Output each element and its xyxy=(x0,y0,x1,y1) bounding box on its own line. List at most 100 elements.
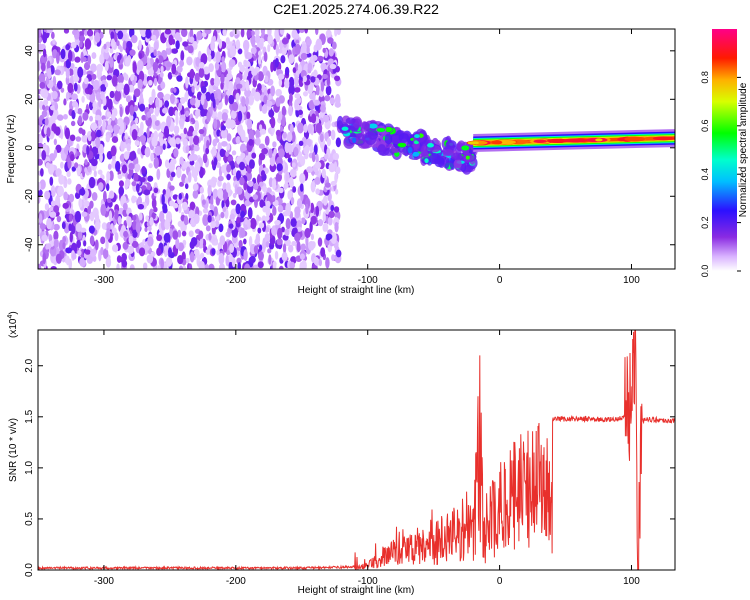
spectrogram-xtick-label: -200 xyxy=(226,275,246,286)
spectrogram-xtick-label: 100 xyxy=(623,275,640,286)
heatmap-cell xyxy=(315,29,319,36)
heatmap-cell xyxy=(264,135,270,146)
heatmap-cell xyxy=(251,68,258,76)
heatmap-cell xyxy=(194,161,200,173)
heatmap-cell xyxy=(43,99,49,106)
heatmap-cell xyxy=(221,112,228,122)
heatmap-cell xyxy=(324,153,329,160)
heatmap-cell xyxy=(220,211,225,219)
heatmap-cell xyxy=(67,157,72,170)
heatmap-cell xyxy=(255,137,261,146)
heatmap-cell xyxy=(279,265,284,269)
heatmap-cell xyxy=(231,257,236,268)
heatmap-cell xyxy=(56,215,62,223)
heatmap-cell xyxy=(134,117,139,124)
heatmap-cell xyxy=(191,154,198,162)
heatmap-cell xyxy=(315,205,320,217)
heatmap-cell xyxy=(299,182,304,193)
heatmap-cell xyxy=(162,143,166,150)
heatmap-cell xyxy=(137,127,144,137)
heatmap-cell xyxy=(44,203,50,211)
heatmap-cell xyxy=(257,251,264,261)
heatmap-cell xyxy=(165,257,173,267)
heatmap-cell xyxy=(276,238,283,246)
heatmap-cell xyxy=(222,206,227,213)
heatmap-cell xyxy=(226,164,232,173)
heatmap-cell xyxy=(215,51,221,63)
heatmap-cell xyxy=(282,210,290,217)
heatmap-cell xyxy=(168,106,175,117)
heatmap-cell xyxy=(259,199,265,208)
heatmap-cell xyxy=(277,204,284,213)
heatmap-cell xyxy=(151,34,157,41)
heatmap-cell xyxy=(67,82,74,94)
heatmap-cell xyxy=(277,227,283,240)
heatmap-cell xyxy=(163,232,171,243)
heatmap-cell xyxy=(172,194,179,200)
heatmap-cell xyxy=(267,29,272,37)
heatmap-cell xyxy=(297,63,302,74)
heatmap-cell xyxy=(230,109,237,120)
heatmap-cell xyxy=(98,118,102,127)
heatmap-cell xyxy=(69,134,76,142)
heatmap-cell xyxy=(166,61,173,68)
heatmap-cell xyxy=(298,140,304,147)
heatmap-cell xyxy=(160,258,164,269)
heatmap-cell xyxy=(200,85,207,94)
heatmap-cell xyxy=(59,161,64,169)
heatmap-cell xyxy=(178,265,183,269)
heatmap-cell xyxy=(274,250,279,260)
heatmap-cell xyxy=(65,91,70,101)
heatmap-cell xyxy=(156,234,163,242)
heatmap-cell xyxy=(221,56,225,63)
heatmap-cell xyxy=(250,35,256,48)
heatmap-cell xyxy=(149,217,154,226)
heatmap-cell xyxy=(189,136,194,146)
heatmap-cell xyxy=(179,96,186,104)
heatmap-cell xyxy=(78,188,86,196)
heatmap-cell xyxy=(320,104,326,113)
heatmap-cell xyxy=(364,130,377,145)
heatmap-cell xyxy=(189,97,196,106)
heatmap-cell xyxy=(257,227,262,234)
heatmap-cell xyxy=(244,89,251,98)
heatmap-cell xyxy=(53,230,59,241)
spectrogram-xlabel: Height of straight line (km) xyxy=(298,285,415,296)
heatmap-cell xyxy=(117,54,121,64)
heatmap-cell xyxy=(235,92,240,101)
heatmap-cell xyxy=(49,176,54,186)
snr-ytick-label: 2.0 xyxy=(24,358,35,372)
heatmap-cell xyxy=(398,132,410,143)
heatmap-cell xyxy=(140,176,146,183)
heatmap-cell xyxy=(322,195,328,206)
heatmap-cell xyxy=(161,193,165,206)
heatmap-cell xyxy=(40,62,46,72)
heatmap-cell xyxy=(208,263,215,269)
heatmap-cell xyxy=(239,79,246,92)
heatmap-cell xyxy=(275,34,281,43)
heatmap-cell xyxy=(243,249,248,262)
heatmap-cell xyxy=(53,238,59,248)
heatmap-cell xyxy=(153,49,157,57)
heatmap-cell xyxy=(173,87,177,93)
heatmap-cell xyxy=(237,262,242,269)
heatmap-cell xyxy=(132,214,137,221)
heatmap-cell xyxy=(114,89,122,102)
heatmap-cell xyxy=(46,127,51,138)
heatmap-cell xyxy=(213,206,218,217)
heatmap-cell xyxy=(246,219,251,229)
heatmap-cell xyxy=(284,182,289,189)
heatmap-cell xyxy=(319,133,324,143)
heatmap-cell xyxy=(652,136,675,141)
heatmap-cell xyxy=(221,199,225,209)
heatmap-cell xyxy=(311,54,318,62)
heatmap-cell xyxy=(315,84,320,96)
heatmap-cell xyxy=(252,264,259,269)
heatmap-cell xyxy=(46,60,51,70)
heatmap-cell xyxy=(68,213,73,222)
heatmap-cell xyxy=(44,190,51,200)
heatmap-cell xyxy=(74,162,79,169)
heatmap-cell xyxy=(173,125,180,135)
heatmap-cell xyxy=(278,48,283,54)
heatmap-cell xyxy=(272,260,277,269)
